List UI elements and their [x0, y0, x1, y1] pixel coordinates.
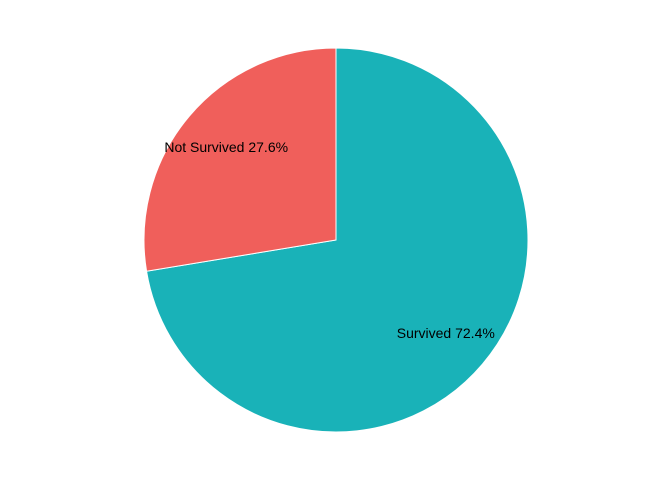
pie-label-survived: Survived 72.4%	[397, 325, 495, 341]
pie-labels: Survived 72.4% Not Survived 27.6%	[164, 139, 494, 341]
pie-slice-survived	[145, 47, 529, 433]
pie-label-not-survived: Not Survived 27.6%	[164, 139, 288, 155]
pie-slice-not-survived	[143, 47, 337, 272]
pie-slices	[143, 47, 529, 433]
